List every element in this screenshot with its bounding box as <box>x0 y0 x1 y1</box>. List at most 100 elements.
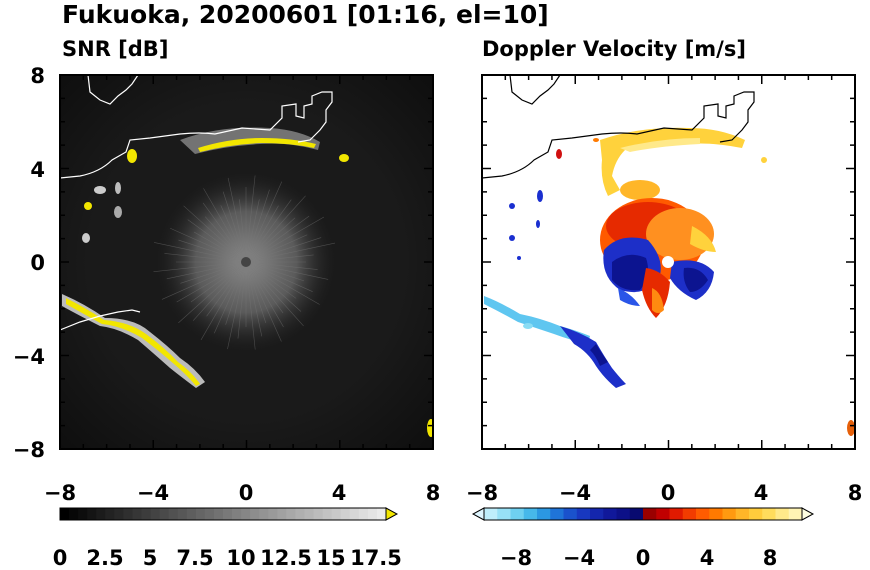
doppler-x-tick-labels: −8 −4 0 4 8 <box>466 481 862 505</box>
doppler-colorbar-cell <box>669 508 684 520</box>
snr-colorbar-cell <box>168 508 179 520</box>
snr-colorbar-cell <box>322 508 333 520</box>
snr-cb-tick-label: 12.5 <box>260 546 312 570</box>
snr-colorbar-cell <box>250 508 260 520</box>
doppler-colorbar-cell <box>510 508 525 520</box>
snr-coastline <box>60 75 333 331</box>
snr-colorbar-cell <box>177 508 188 520</box>
doppler-colorbar-cell <box>749 508 763 520</box>
doppler-cb-tick-label: −8 <box>500 546 532 570</box>
snr-xtick-label: 0 <box>239 481 254 505</box>
doppler-cb-tick-label: 4 <box>700 546 715 570</box>
snr-northwest-echo <box>82 149 349 243</box>
snr-colorbar-cell <box>78 508 88 520</box>
doppler-colorbar-cell <box>537 508 551 520</box>
snr-colorbar-cell <box>295 508 305 520</box>
snr-colorbar-cell <box>141 508 152 520</box>
snr-xtick-label: −4 <box>137 481 169 505</box>
doppler-panel-title: Doppler Velocity [m/s] <box>482 37 746 61</box>
doppler-colorbar-tick-labels: −8 −4 0 4 8 <box>500 546 777 570</box>
snr-colorbar-cell <box>186 508 197 520</box>
doppler-colorbar-cell <box>709 508 723 520</box>
doppler-xtick-label: 8 <box>848 481 863 505</box>
snr-colorbar-cell <box>331 508 342 520</box>
doppler-colorbar-cell <box>629 508 644 520</box>
doppler-colorbar-cell <box>682 508 697 520</box>
snr-ytick-label: 4 <box>30 158 45 182</box>
doppler-colorbar-cell <box>656 508 670 520</box>
doppler-coastline <box>482 75 755 179</box>
snr-colorbar-cell <box>213 508 224 520</box>
snr-cb-tick-label: 10 <box>226 546 255 570</box>
snr-cb-tick-label: 5 <box>143 546 158 570</box>
snr-colorbar-cell <box>69 508 79 520</box>
doppler-colorbar-cell <box>696 508 710 520</box>
doppler-colorbar <box>471 507 815 521</box>
snr-colorbar-cell <box>223 508 233 520</box>
snr-field <box>60 75 433 449</box>
snr-colorbar-cell <box>358 508 369 520</box>
snr-colorbar-cell <box>232 508 242 520</box>
doppler-colorbar-cell <box>576 508 591 520</box>
snr-panel: SNR [dB] <box>13 37 441 570</box>
snr-xtick-label: −8 <box>44 481 76 505</box>
doppler-field <box>482 75 855 449</box>
snr-colorbar-cell <box>150 508 161 520</box>
doppler-colorbar-cell <box>775 508 790 520</box>
snr-colorbar-cell <box>286 508 296 520</box>
doppler-cb-tick-label: −4 <box>563 546 595 570</box>
doppler-colorbar-extend-min <box>471 507 485 521</box>
doppler-colorbar-cell <box>497 508 511 520</box>
doppler-colorbar-cell <box>590 508 604 520</box>
doppler-east-edge-echo <box>847 420 855 436</box>
snr-cb-tick-label: 7.5 <box>176 546 213 570</box>
snr-colorbar-cell <box>96 508 106 520</box>
snr-colorbar-cell <box>132 508 142 520</box>
snr-colorbar-tick-labels: 0 2.5 5 7.5 10 12.5 15 17.5 <box>53 546 402 570</box>
snr-colorbar-cell <box>313 508 324 520</box>
snr-colorbar-cell <box>60 508 70 520</box>
doppler-north-echo <box>556 127 767 200</box>
snr-colorbar-cell <box>123 508 133 520</box>
doppler-southwest-echo <box>484 296 626 388</box>
snr-colorbar-cell <box>349 508 360 520</box>
snr-colorbar-cell <box>277 508 287 520</box>
doppler-colorbar-cell <box>523 508 538 520</box>
snr-ytick-label: −4 <box>13 345 45 369</box>
snr-colorbar-cell <box>204 508 215 520</box>
doppler-xtick-label: 4 <box>754 481 769 505</box>
snr-xtick-label: 8 <box>426 481 441 505</box>
doppler-colorbar-cell <box>550 508 564 520</box>
snr-tick-marks <box>59 74 434 450</box>
snr-colorbar-cell <box>304 508 315 520</box>
doppler-colorbar-cells <box>484 508 803 520</box>
doppler-cb-tick-label: 0 <box>636 546 651 570</box>
doppler-west-echo <box>509 190 543 260</box>
snr-cb-tick-label: 15 <box>316 546 345 570</box>
doppler-xtick-label: −8 <box>466 481 498 505</box>
doppler-colorbar-cell <box>563 508 578 520</box>
doppler-xtick-label: −4 <box>559 481 591 505</box>
snr-ytick-label: 8 <box>30 64 45 88</box>
doppler-colorbar-cell <box>484 508 498 520</box>
snr-colorbar-cell <box>241 508 251 520</box>
doppler-central-pattern <box>600 198 716 318</box>
snr-colorbar <box>59 507 399 521</box>
doppler-tick-marks <box>481 74 856 450</box>
snr-southwest-echo <box>62 294 205 388</box>
snr-cb-tick-label: 0 <box>53 546 68 570</box>
snr-colorbar-cell <box>376 508 387 520</box>
doppler-colorbar-cell <box>603 508 617 520</box>
snr-colorbar-cell <box>367 508 378 520</box>
doppler-panel: Doppler Velocity [m/s] <box>466 37 862 570</box>
snr-xtick-label: 4 <box>332 481 347 505</box>
snr-east-edge-echo <box>427 419 433 437</box>
snr-colorbar-cell <box>159 508 170 520</box>
snr-colorbar-cell <box>87 508 97 520</box>
snr-panel-title: SNR [dB] <box>62 37 168 61</box>
doppler-colorbar-cell <box>616 508 631 520</box>
snr-x-tick-labels: −8 −4 0 4 8 <box>44 481 440 505</box>
snr-colorbar-cell <box>340 508 351 520</box>
snr-y-tick-labels: 8 4 0 −4 −8 <box>13 64 45 462</box>
